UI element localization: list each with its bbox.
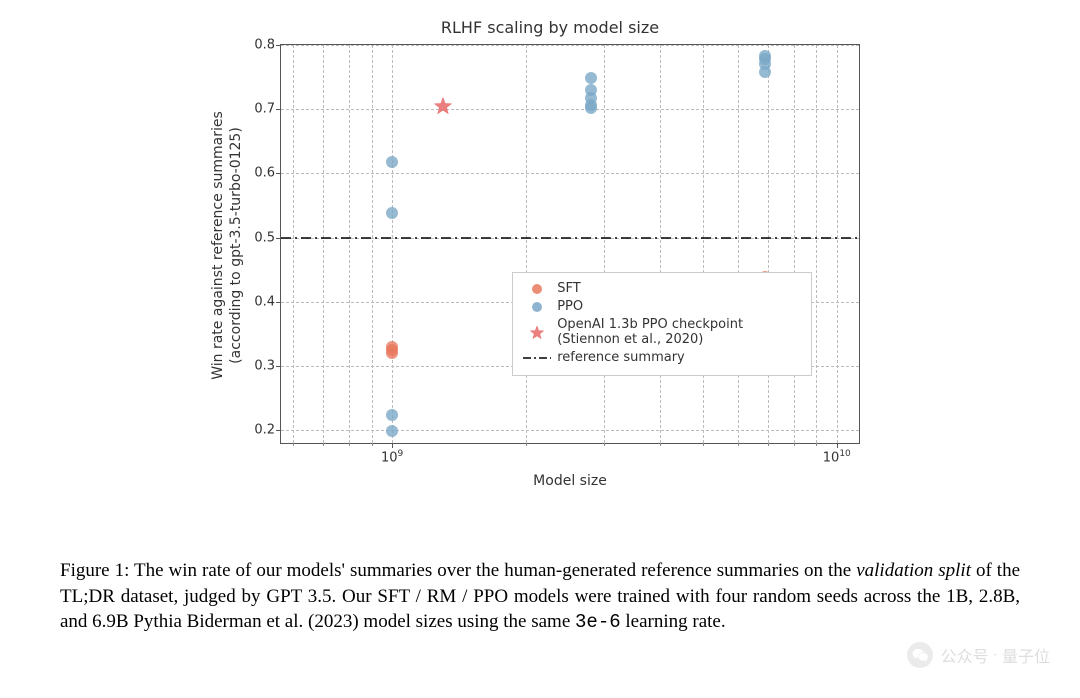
ytick-mark: [276, 302, 281, 303]
watermark-sep: ·: [993, 646, 998, 664]
gridline-h: [281, 430, 859, 431]
xtick-mark-minor: [526, 443, 527, 446]
caption-prefix: Figure 1:: [60, 560, 134, 581]
legend-row: PPO: [523, 300, 801, 315]
caption-body-1: The win rate of our models' summaries ov…: [134, 560, 856, 581]
y-axis-label: Win rate against reference summaries (ac…: [210, 111, 245, 380]
ytick-label: 0.2: [254, 423, 275, 438]
y-axis-label-line2: (according to gpt-3.5-turbo-0125): [227, 127, 243, 364]
marker-circle-PPO: [585, 72, 597, 84]
chart-title: RLHF scaling by model size: [220, 18, 880, 37]
ytick-label: 0.7: [254, 102, 275, 117]
marker-circle-PPO: [759, 66, 771, 78]
legend-row: OpenAI 1.3b PPO checkpoint(Stiennon et a…: [523, 318, 801, 348]
gridline-v-minor: [526, 45, 527, 443]
gridline-v-minor: [372, 45, 373, 443]
caption-italic: validation split: [856, 560, 971, 581]
marker-circle-PPO: [386, 425, 398, 437]
legend-label: SFT: [557, 282, 580, 297]
gridline-v-minor: [738, 45, 739, 443]
xtick-mark-minor: [372, 443, 373, 446]
page-root: RLHF scaling by model size Win rate agai…: [0, 0, 1080, 698]
gridline-v: [392, 45, 393, 443]
xtick-mark-minor: [703, 443, 704, 446]
ytick-label: 0.4: [254, 294, 275, 309]
gridline-v-minor: [816, 45, 817, 443]
y-axis-label-line1: Win rate against reference summaries: [210, 111, 226, 380]
xtick-mark-minor: [323, 443, 324, 446]
marker-star-OpenAI_PPO: [434, 98, 452, 121]
caption-mono: 3e-6: [575, 611, 621, 633]
gridline-v-minor: [323, 45, 324, 443]
ytick-mark: [276, 430, 281, 431]
legend-label: PPO: [557, 300, 583, 315]
xtick-mark-minor: [349, 443, 350, 446]
legend-row: SFT: [523, 282, 801, 297]
ytick-label: 0.6: [254, 166, 275, 181]
x-axis-label: Model size: [281, 473, 859, 489]
xtick-mark-minor: [768, 443, 769, 446]
gridline-v-minor: [349, 45, 350, 443]
gridline-v-minor: [768, 45, 769, 443]
marker-circle-PPO: [386, 156, 398, 168]
xtick-mark-minor: [604, 443, 605, 446]
legend-row: reference summary: [523, 351, 801, 366]
chart-legend: SFT PPO OpenAI 1.3b PPO checkpoint(Stienno…: [512, 272, 812, 376]
dashline-icon: [523, 355, 551, 361]
gridline-v-minor: [703, 45, 704, 443]
xtick-mark: [837, 443, 838, 448]
legend-label: reference summary: [557, 351, 685, 366]
marker-circle-SFT: [386, 347, 398, 359]
figure-caption: Figure 1: The win rate of our models' su…: [60, 558, 1020, 636]
chart-container: RLHF scaling by model size Win rate agai…: [220, 18, 880, 528]
ytick-label: 0.5: [254, 230, 275, 245]
circle-icon: [532, 302, 542, 312]
gridline-v-minor: [660, 45, 661, 443]
xtick-mark-minor: [660, 443, 661, 446]
gridline-h: [281, 45, 859, 46]
ytick-mark: [276, 45, 281, 46]
xtick-mark-minor: [293, 443, 294, 446]
marker-circle-PPO: [386, 207, 398, 219]
chart-plot-area: Win rate against reference summaries (ac…: [280, 44, 860, 444]
legend-label: OpenAI 1.3b PPO checkpoint(Stiennon et a…: [557, 318, 743, 348]
xtick-label: 109: [381, 449, 403, 465]
gridline-v-minor: [794, 45, 795, 443]
xtick-mark-minor: [816, 443, 817, 446]
y-axis-label-wrap: Win rate against reference summaries (ac…: [207, 45, 247, 445]
ytick-label: 0.3: [254, 358, 275, 373]
watermark-name: 量子位: [1002, 643, 1050, 667]
ytick-mark: [276, 109, 281, 110]
ytick-label: 0.8: [254, 38, 275, 53]
legend-marker: [523, 284, 551, 294]
circle-icon: [532, 284, 542, 294]
watermark: 公众号 · 量子位: [907, 642, 1050, 668]
caption-tail: learning rate.: [621, 611, 726, 632]
watermark-label: 公众号: [941, 643, 989, 667]
ytick-mark: [276, 173, 281, 174]
star-icon: [523, 326, 551, 340]
ytick-mark: [276, 366, 281, 367]
wechat-icon: [907, 642, 933, 668]
gridline-h: [281, 173, 859, 174]
marker-circle-PPO: [585, 102, 597, 114]
xtick-mark-minor: [738, 443, 739, 446]
legend-marker: [523, 302, 551, 312]
xtick-label: 1010: [823, 449, 851, 465]
marker-circle-PPO: [386, 409, 398, 421]
gridline-v: [837, 45, 838, 443]
gridline-v-minor: [293, 45, 294, 443]
gridline-v-minor: [604, 45, 605, 443]
xtick-mark: [392, 443, 393, 448]
xtick-mark-minor: [794, 443, 795, 446]
gridline-h: [281, 109, 859, 110]
